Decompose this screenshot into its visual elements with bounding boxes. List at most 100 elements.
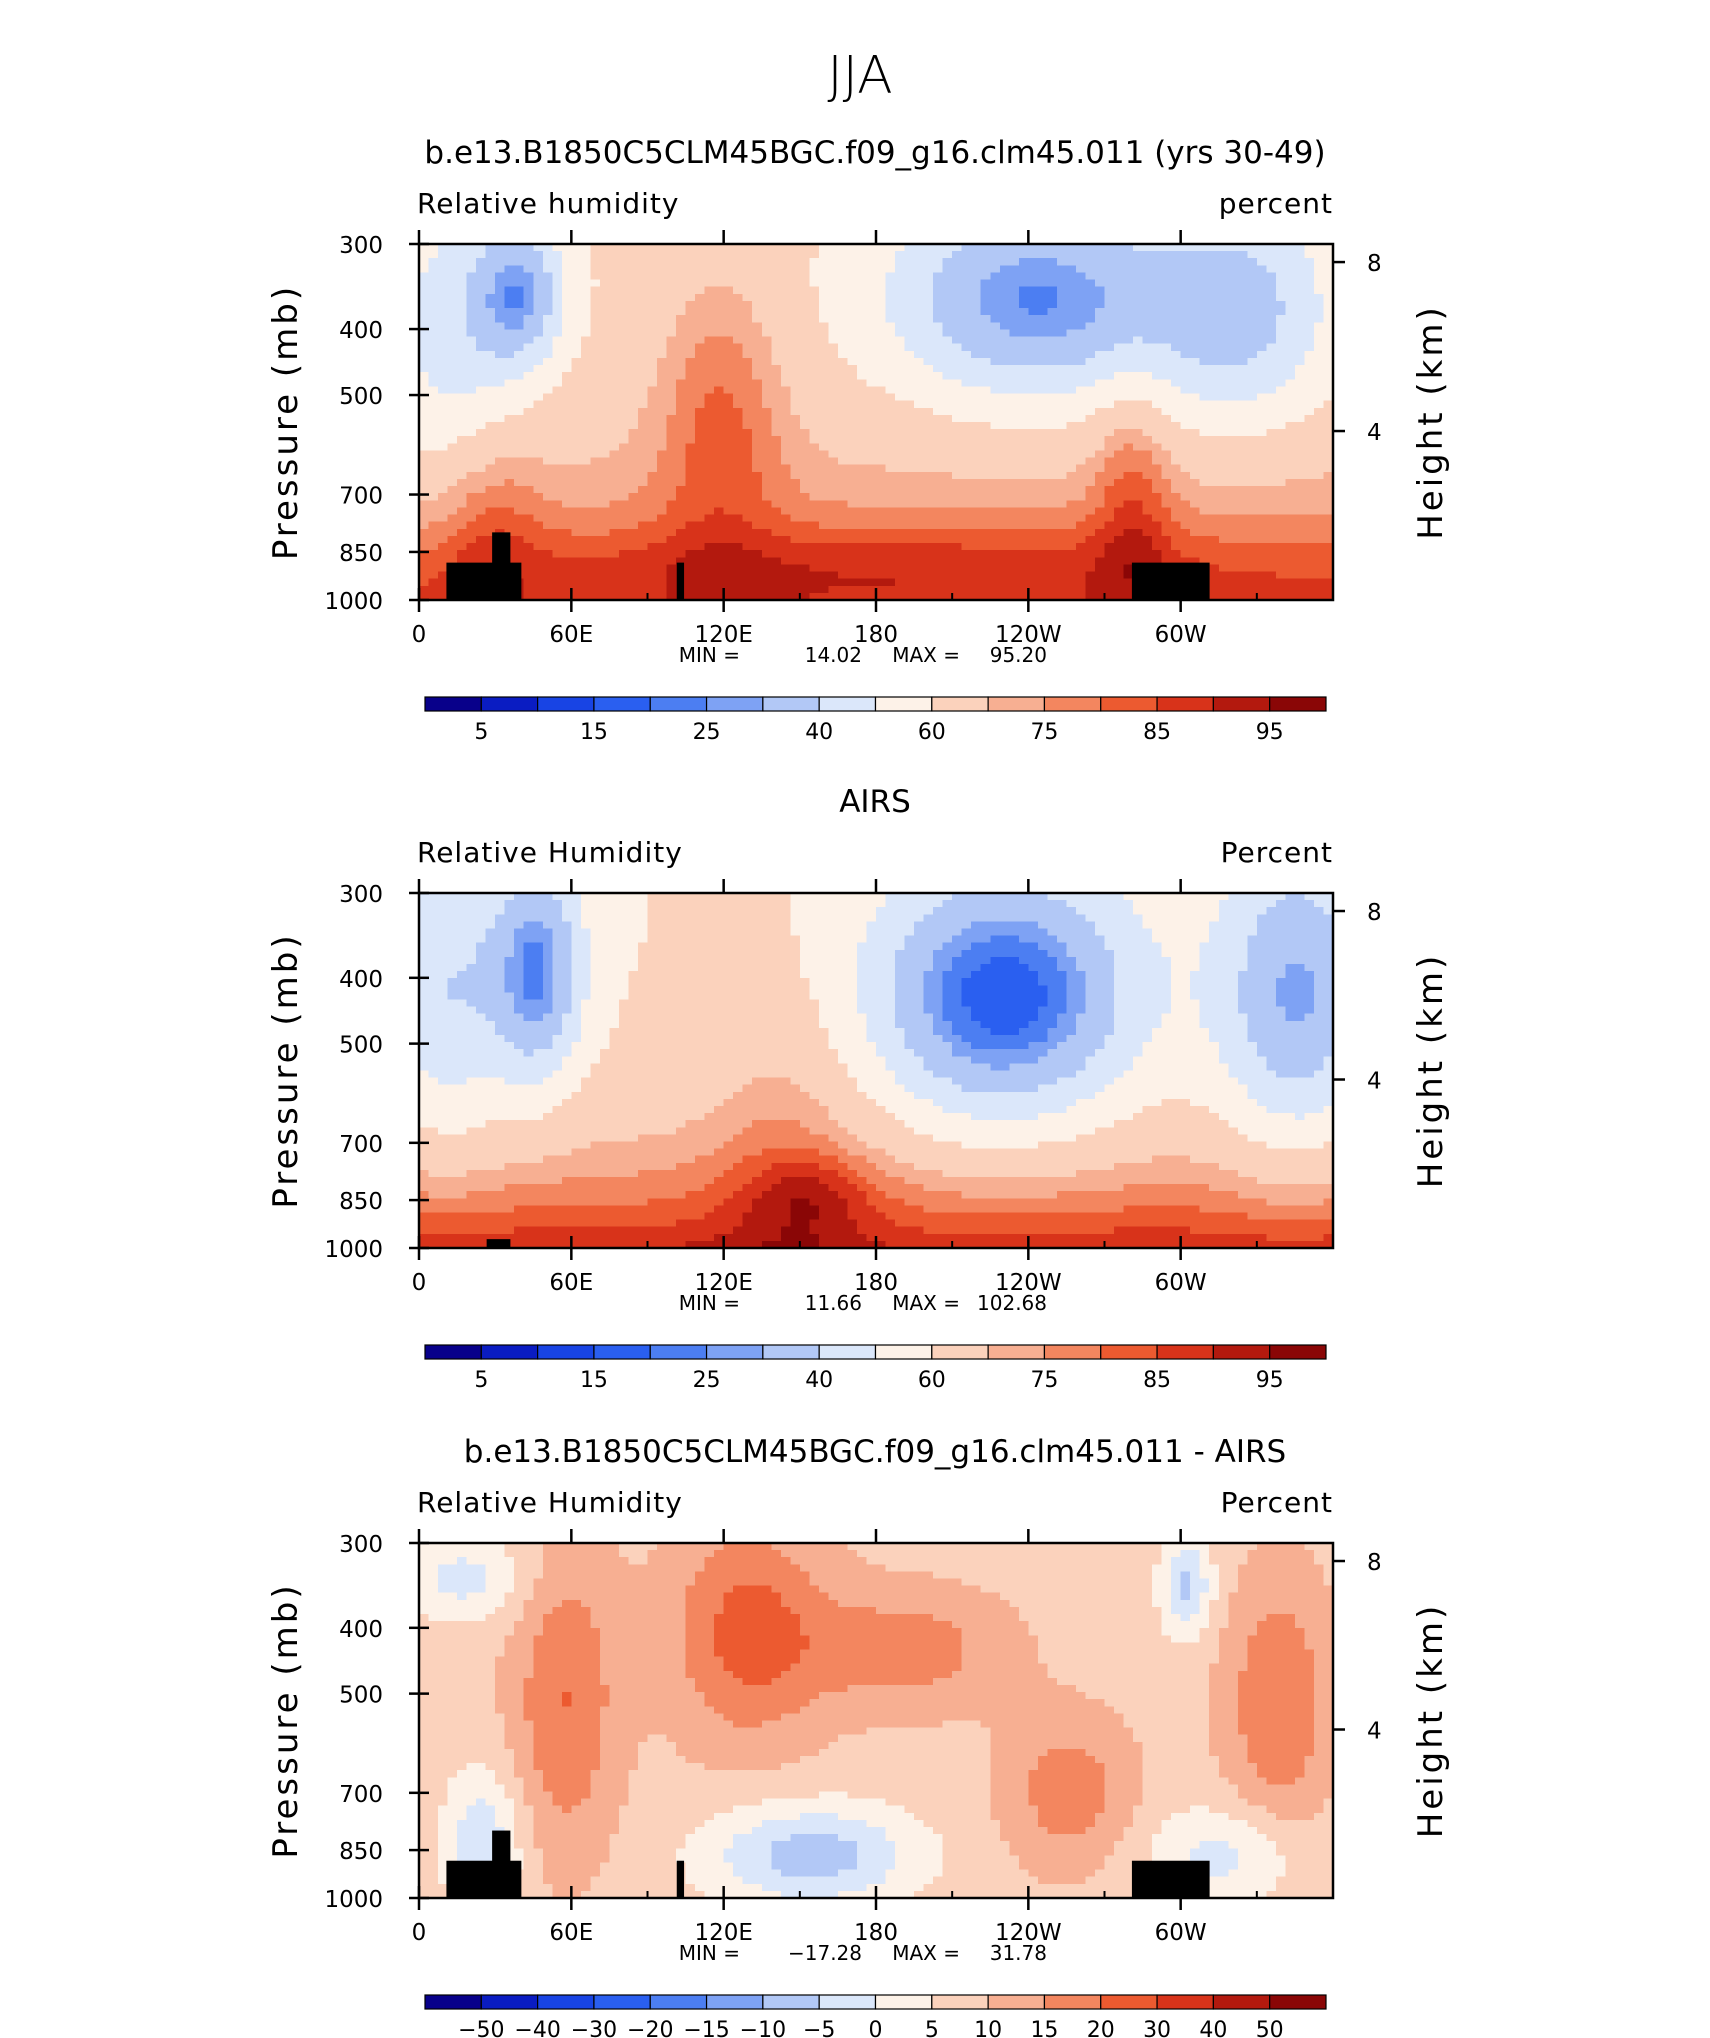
field-cell [609,500,620,509]
field-cell [571,550,582,558]
field-cell [818,578,829,587]
field-cell [1009,493,1020,501]
field-cell [1152,379,1163,387]
field-cell [457,286,468,295]
field-cell [542,372,553,380]
field-cell [685,293,696,302]
field-cell [1266,315,1277,323]
field-cell [1133,436,1144,444]
field-cell [933,414,944,423]
field-cell [799,450,810,459]
field-cell [580,893,591,901]
field-cell [504,414,515,423]
field-cell [733,571,744,580]
field-cell [1018,279,1029,288]
colorbar-swatch [593,696,651,712]
field-cell [876,308,887,316]
field-cell [714,336,725,345]
field-cell [1009,450,1020,459]
field-cell [609,585,620,594]
field-cell [895,429,906,437]
field-cell [1323,407,1334,416]
field-cell [1152,500,1163,509]
field-cell [618,507,630,516]
field-cell [933,300,944,309]
field-cell [1209,293,1220,302]
field-cell [1142,300,1153,309]
field-cell [1133,500,1144,509]
field-cell [952,436,963,444]
field-cell [1009,436,1020,444]
field-cell [885,407,896,416]
field-cell [447,900,458,908]
field-cell [514,400,525,409]
field-cell [485,379,496,387]
field-cell [971,286,982,295]
field-cell [523,272,534,281]
field-cell [438,514,449,523]
field-cell [504,471,515,480]
field-cell [742,379,753,387]
field-cell [504,258,515,266]
field-cell [428,336,439,345]
field-cell [980,407,991,416]
field-cell [933,471,944,480]
field-cell [799,315,810,323]
field-cell [1313,478,1325,487]
field-cell [771,393,782,402]
field-cell [971,443,982,452]
field-cell [609,343,620,352]
field-cell [1152,322,1163,331]
field-cell [1275,400,1286,409]
field-cell [818,300,829,309]
field-cell [1180,386,1191,395]
field-cell [837,329,849,338]
field-cell [742,457,753,466]
field-cell [847,258,858,266]
field-cell [1218,293,1229,302]
field-cell [876,436,887,444]
field-cell [1104,514,1115,523]
field-cell [780,543,791,551]
field-cell [504,507,515,516]
field-cell [723,535,734,544]
field-cell [1256,251,1267,259]
field-cell [1199,893,1210,901]
field-cell [466,486,477,494]
field-cell [495,386,506,395]
field-cell [685,372,696,380]
field-cell [647,322,658,331]
field-cell [876,493,887,501]
field-cell [1152,286,1163,295]
field-cell [1133,543,1144,551]
field-cell [504,372,515,380]
field-cell [1228,357,1239,366]
field-cell [1294,393,1306,402]
field-cell [485,286,496,295]
field-cell [599,386,611,395]
field-cell [1018,265,1029,274]
field-cell [990,265,1001,274]
field-cell [866,507,877,516]
field-cell [1313,350,1325,359]
field-cell [1266,336,1277,345]
field-cell [923,578,934,587]
field-cell [666,414,677,423]
field-cell [752,564,763,573]
field-cell [895,571,906,580]
field-cell [685,258,696,266]
field-cell [657,550,668,558]
field-cell [590,429,601,437]
field-cell [1142,443,1153,452]
field-cell [923,507,934,516]
field-cell [1218,322,1229,331]
field-cell [1085,251,1096,259]
field-cell [1275,571,1286,580]
field-cell [837,543,849,551]
field-cell [933,464,944,473]
field-cell [990,293,1001,302]
field-cell [1313,557,1325,565]
field-cell [971,486,982,494]
field-cell [828,514,839,523]
field-cell [1161,550,1172,558]
